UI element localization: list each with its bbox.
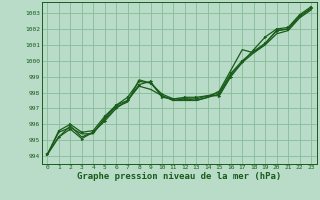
X-axis label: Graphe pression niveau de la mer (hPa): Graphe pression niveau de la mer (hPa) [77, 172, 281, 181]
